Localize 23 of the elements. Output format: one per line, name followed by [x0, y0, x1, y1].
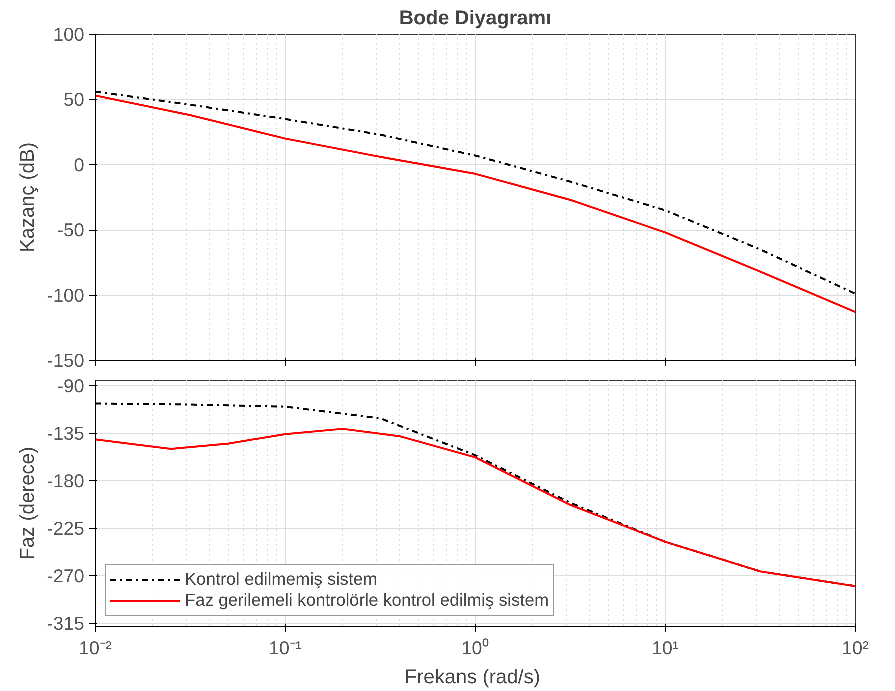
x-tick-label: 10⁻¹ — [269, 638, 302, 658]
x-tick-label: 10¹ — [652, 638, 679, 658]
y-tick-label: -150 — [47, 350, 85, 371]
y-tick-label: -90 — [58, 375, 85, 396]
y-tick-label: -180 — [47, 470, 85, 492]
y-tick-label: 0 — [74, 154, 85, 176]
x-axis-title: Frekans (rad/s) — [404, 666, 541, 688]
legend-label: Faz gerilemeli kontrolörle kontrol edilmiş sistem — [185, 590, 550, 611]
y-axis-title: Kazanç (dB) — [17, 142, 40, 253]
y-tick-label: -100 — [47, 284, 85, 306]
x-tick-label: 10² — [842, 638, 869, 658]
x-tick-label: 10⁰ — [462, 638, 490, 658]
legend-label: Kontrol edilmemiş sistem — [185, 569, 378, 590]
y-tick-label: -270 — [47, 565, 85, 586]
y-tick-label: -135 — [47, 422, 85, 444]
y-tick-label: -315 — [47, 612, 85, 634]
y-tick-label: -225 — [47, 518, 85, 539]
y-tick-label: 100 — [53, 24, 85, 45]
chart-title: Bode Diyagramı — [399, 8, 552, 30]
y-tick-label: 50 — [64, 89, 85, 110]
x-tick-label: 10⁻² — [79, 638, 112, 658]
y-tick-label: -50 — [58, 220, 85, 241]
y-axis-title: Faz (derece) — [17, 446, 40, 560]
